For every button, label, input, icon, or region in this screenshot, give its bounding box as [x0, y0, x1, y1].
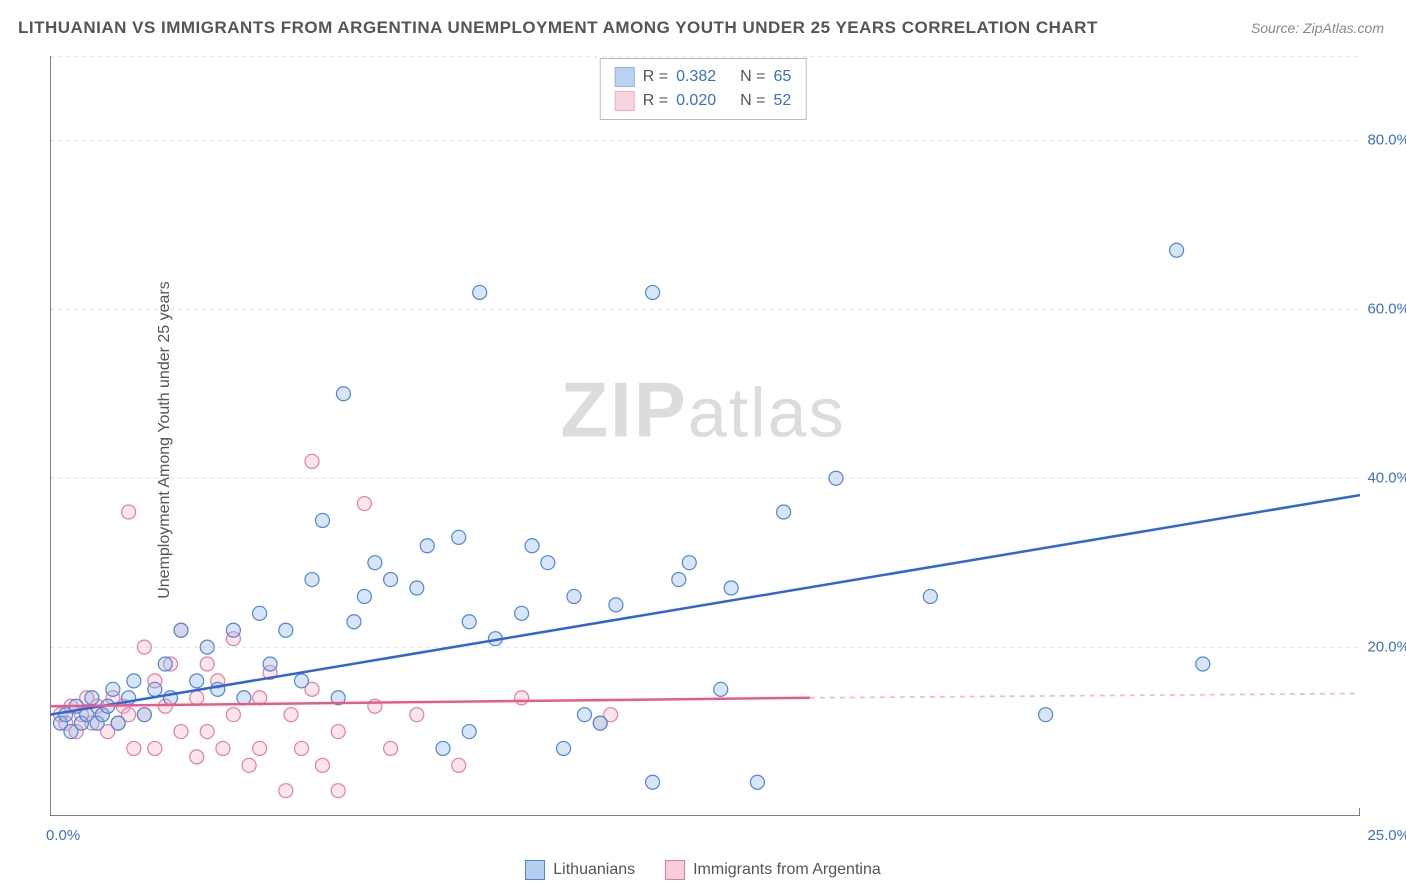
- legend-row-series-1: R = 0.382 N = 65: [615, 65, 792, 89]
- n-value-2: 52: [773, 92, 791, 110]
- r-label: R =: [643, 68, 668, 86]
- x-tick-min: 0.0%: [46, 827, 80, 844]
- y-tick-label: 40.0%: [1367, 470, 1406, 487]
- series-legend: Lithuanians Immigrants from Argentina: [0, 860, 1406, 880]
- correlation-legend: R = 0.382 N = 65 R = 0.020 N = 52: [600, 58, 807, 120]
- r-label: R =: [643, 92, 668, 110]
- n-value-1: 65: [773, 68, 791, 86]
- legend-row-series-2: R = 0.020 N = 52: [615, 89, 792, 113]
- scatter-chart-svg: [50, 56, 1360, 816]
- y-tick-label: 20.0%: [1367, 639, 1406, 656]
- x-tick-max: 25.0%: [1367, 827, 1406, 844]
- legend-item-1: Lithuanians: [525, 860, 635, 880]
- legend-label-2: Immigrants from Argentina: [693, 861, 881, 879]
- legend-label-1: Lithuanians: [553, 861, 635, 879]
- r-value-2: 0.020: [676, 92, 716, 110]
- y-tick-label: 80.0%: [1367, 132, 1406, 149]
- source-label: Source: ZipAtlas.com: [1251, 20, 1384, 36]
- chart-title: LITHUANIAN VS IMMIGRANTS FROM ARGENTINA …: [18, 18, 1098, 38]
- n-label: N =: [740, 68, 765, 86]
- n-label: N =: [740, 92, 765, 110]
- swatch-bottom-1: [525, 860, 545, 880]
- swatch-bottom-2: [665, 860, 685, 880]
- swatch-series-2: [615, 91, 635, 111]
- y-tick-label: 60.0%: [1367, 301, 1406, 318]
- legend-item-2: Immigrants from Argentina: [665, 860, 881, 880]
- plot-area: 0.0% 25.0% 20.0%40.0%60.0%80.0%: [50, 56, 1360, 816]
- swatch-series-1: [615, 67, 635, 87]
- r-value-1: 0.382: [676, 68, 716, 86]
